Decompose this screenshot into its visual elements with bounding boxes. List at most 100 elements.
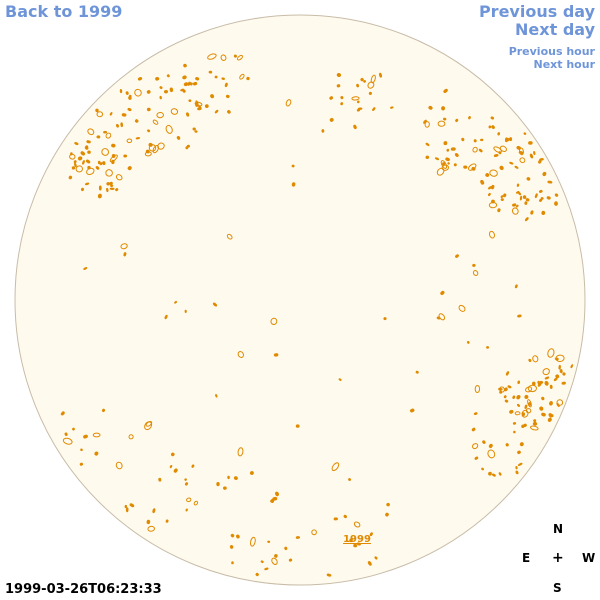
solar-disk (14, 14, 586, 586)
magnetic-contour (226, 233, 233, 240)
magnetic-contour (524, 394, 529, 399)
magnetic-contour (95, 166, 100, 170)
magnetic-contour (85, 159, 91, 164)
magnetic-contour (474, 385, 481, 393)
magnetic-contour (180, 88, 185, 92)
magnetic-contour (224, 82, 228, 88)
magnetic-contour (519, 157, 526, 164)
magnetic-contour (233, 54, 237, 58)
magnetic-contour (157, 142, 165, 150)
magnetic-contour (74, 162, 77, 168)
magnetic-contour (512, 422, 517, 425)
magnetic-contour (96, 111, 104, 118)
magnetic-contour (125, 507, 129, 513)
magnetic-contour (152, 508, 156, 514)
magnetic-contour (152, 119, 159, 125)
previous-hour-link[interactable]: Previous hour (508, 45, 595, 58)
magnetic-contour (221, 77, 225, 80)
magnetic-contour (487, 449, 496, 459)
magnetic-contour (513, 430, 516, 434)
magnetic-contour (453, 163, 457, 167)
magnetic-contour (74, 142, 79, 146)
magnetic-contour (517, 380, 521, 385)
next-hour-link[interactable]: Next hour (533, 58, 596, 71)
magnetic-contour (390, 106, 394, 109)
year-link[interactable]: 1999 (343, 534, 371, 545)
magnetic-contour (356, 108, 361, 112)
magnetic-contour (73, 160, 77, 164)
magnetic-contour (532, 421, 538, 426)
magnetic-contour (531, 381, 536, 386)
magnetic-contour (284, 546, 288, 551)
magnetic-contour (472, 270, 479, 276)
magnetic-contour (509, 137, 513, 142)
magnetic-contour (182, 75, 187, 80)
magnetic-contour (146, 519, 151, 525)
magnetic-contour (472, 146, 478, 153)
magnetic-contour (499, 165, 504, 171)
magnetic-contour (443, 117, 447, 121)
magnetic-contour (123, 154, 128, 158)
magnetic-contour (517, 403, 520, 407)
magnetic-contour (249, 471, 254, 475)
magnetic-contour (124, 504, 128, 509)
magnetic-contour (488, 230, 496, 239)
magnetic-contour (170, 452, 175, 457)
magnetic-contour (436, 167, 445, 176)
magnetic-contour (493, 146, 502, 153)
observation-timestamp: 1999-03-26T06:23:33 (5, 582, 162, 597)
magnetic-contour (491, 184, 495, 190)
magnetic-contour (473, 412, 478, 415)
magnetic-contour (246, 76, 250, 81)
magnetic-contour (516, 395, 521, 400)
magnetic-contour (538, 189, 543, 193)
magnetic-contour (146, 90, 151, 94)
magnetic-contour (500, 195, 504, 198)
magnetic-contour (227, 110, 231, 114)
next-day-link[interactable]: Next day (515, 20, 595, 39)
magnetic-contour (285, 99, 292, 107)
magnetic-contour (230, 533, 235, 538)
magnetic-contour (176, 136, 181, 140)
magnetic-contour (472, 263, 476, 267)
magnetic-contour (518, 151, 524, 155)
magnetic-contour (488, 471, 492, 476)
magnetic-contour (233, 476, 238, 480)
magnetic-contour (471, 166, 476, 171)
magnetic-contour (80, 448, 83, 452)
magnetic-contour (540, 197, 544, 200)
magnetic-contour (454, 153, 459, 157)
magnetic-contour (185, 146, 189, 150)
magnetic-contour (541, 210, 546, 215)
magnetic-contour (87, 165, 91, 170)
magnetic-contour (519, 195, 523, 201)
magnetic-contour (185, 508, 188, 512)
magnetic-contour (504, 387, 508, 392)
magnetic-contour (481, 467, 484, 471)
magnetic-contour (503, 395, 507, 399)
magnetic-contour (554, 357, 559, 361)
magnetic-contour (271, 557, 278, 565)
magnetic-contour (425, 142, 430, 147)
magnetic-contour (499, 145, 507, 152)
back-to-year-link[interactable]: Back to 1999 (5, 2, 123, 21)
compass-west-label: W (582, 551, 596, 565)
magnetic-contour (500, 198, 504, 202)
magnetic-contour (385, 512, 389, 517)
magnetic-contour (173, 468, 178, 473)
magnetic-contour (542, 368, 550, 376)
previous-day-link[interactable]: Previous day (478, 2, 595, 21)
magnetic-contour (526, 177, 531, 181)
magnetic-contour (119, 89, 123, 94)
magnetic-contour (164, 314, 168, 320)
magnetic-contour (237, 351, 244, 358)
magnetic-contour (534, 193, 538, 199)
magnetic-contour (441, 106, 446, 111)
magnetic-contour (216, 482, 220, 487)
magnetic-contour (64, 432, 68, 436)
magnetic-contour (570, 364, 574, 369)
magnetic-contour (111, 159, 115, 165)
magnetic-contour (239, 73, 245, 80)
magnetic-contour (528, 358, 532, 363)
magnetic-contour (379, 72, 382, 78)
